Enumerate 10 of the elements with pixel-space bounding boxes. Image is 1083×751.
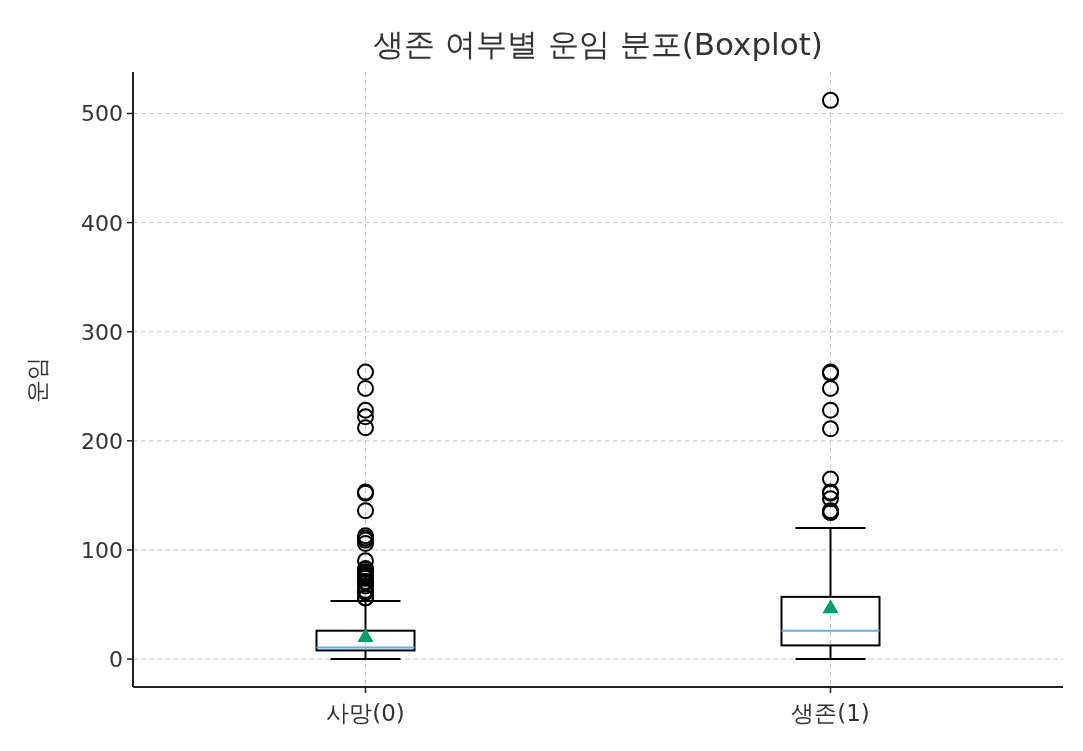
y-tick-label: 300 (81, 319, 123, 345)
y-tick-label: 200 (81, 428, 123, 454)
y-tick-label: 100 (81, 537, 123, 563)
x-tick-label: 생존(1) (791, 700, 870, 726)
x-tick-label: 사망(0) (326, 700, 405, 726)
y-tick-label: 400 (81, 210, 123, 236)
y-tick-label: 500 (81, 101, 123, 127)
y-tick-label: 0 (109, 647, 123, 673)
chart-title: 생존 여부별 운임 분포(Boxplot) (373, 26, 823, 62)
y-axis-title: 운임 (24, 356, 50, 403)
